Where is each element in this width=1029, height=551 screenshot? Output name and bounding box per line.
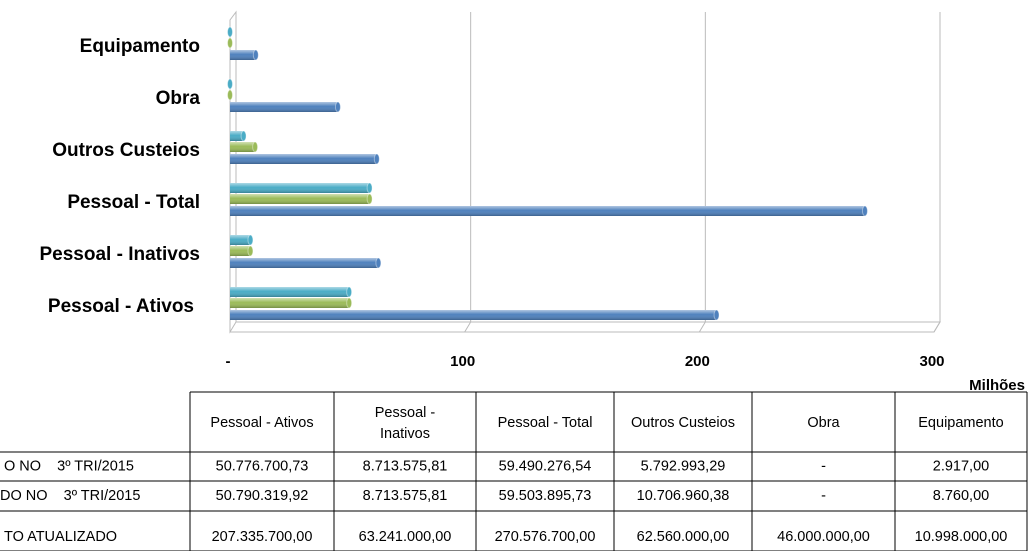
table-header: Pessoal - Ativos — [210, 415, 313, 431]
table-cell: 59.490.276,54 — [499, 458, 592, 474]
category-label: Outros Custeios — [52, 140, 200, 161]
category-label: Obra — [156, 88, 201, 109]
bar — [230, 182, 373, 194]
bar — [227, 78, 233, 90]
bar — [230, 153, 380, 165]
x-tick-label: - — [226, 353, 231, 370]
grid-line — [698, 12, 706, 333]
legend-label: DO NO 3º TRI/2015 — [0, 488, 140, 504]
bar — [230, 234, 254, 246]
table-cell: 10.998.000,00 — [915, 529, 1008, 545]
x-tick-label: 300 — [919, 353, 944, 370]
table-cell: 270.576.700,00 — [495, 529, 596, 545]
bar — [230, 130, 247, 142]
category-label: Pessoal - Inativos — [39, 244, 200, 265]
table-header: Outros Custeios — [631, 415, 735, 431]
table-cell: 62.560.000,00 — [637, 529, 730, 545]
table-cell: 207.335.700,00 — [212, 529, 313, 545]
bar — [230, 193, 373, 205]
table-header: Obra — [807, 415, 840, 431]
bar — [230, 49, 259, 61]
bar — [230, 101, 341, 113]
bar — [230, 286, 353, 298]
legend-label: O NO 3º TRI/2015 — [4, 458, 134, 474]
bar — [230, 297, 353, 309]
bar — [230, 309, 720, 321]
table-cell: 50.776.700,73 — [216, 458, 309, 474]
category-label: Equipamento — [80, 36, 200, 57]
table-cell: 2.917,00 — [933, 458, 989, 474]
table-header: Pessoal - Total — [498, 415, 593, 431]
table-cell: 63.241.000,00 — [359, 529, 452, 545]
bar — [227, 26, 234, 38]
category-label: Pessoal - Ativos — [48, 296, 194, 317]
table-cell: 10.706.960,38 — [637, 488, 730, 504]
category-label: Pessoal - Total — [67, 192, 200, 213]
grid-line — [933, 12, 941, 333]
bar — [230, 141, 259, 153]
bar — [227, 89, 233, 101]
table-cell: 8.760,00 — [933, 488, 989, 504]
table-cell: - — [821, 458, 826, 474]
bar — [227, 37, 234, 49]
floor — [230, 321, 941, 333]
grid-line — [464, 12, 472, 333]
legend-label: TO ATUALIZADO — [4, 529, 117, 545]
x-tick-label: 200 — [685, 353, 710, 370]
bar — [230, 257, 382, 269]
table-header: Pessoal -Inativos — [375, 405, 436, 442]
table-cell: 5.792.993,29 — [641, 458, 726, 474]
table-cell: 50.790.319,92 — [216, 488, 309, 504]
table-cell: 59.503.895,73 — [499, 488, 592, 504]
bar — [230, 205, 868, 217]
table-cell: 8.713.575,81 — [363, 458, 448, 474]
display-unit: Milhões — [969, 377, 1025, 394]
table-header: Equipamento — [918, 415, 1003, 431]
table-cell: 8.713.575,81 — [363, 488, 448, 504]
bar — [230, 245, 254, 257]
table-cell: 46.000.000,00 — [777, 529, 870, 545]
x-tick-label: 100 — [450, 353, 475, 370]
table-cell: - — [821, 488, 826, 504]
